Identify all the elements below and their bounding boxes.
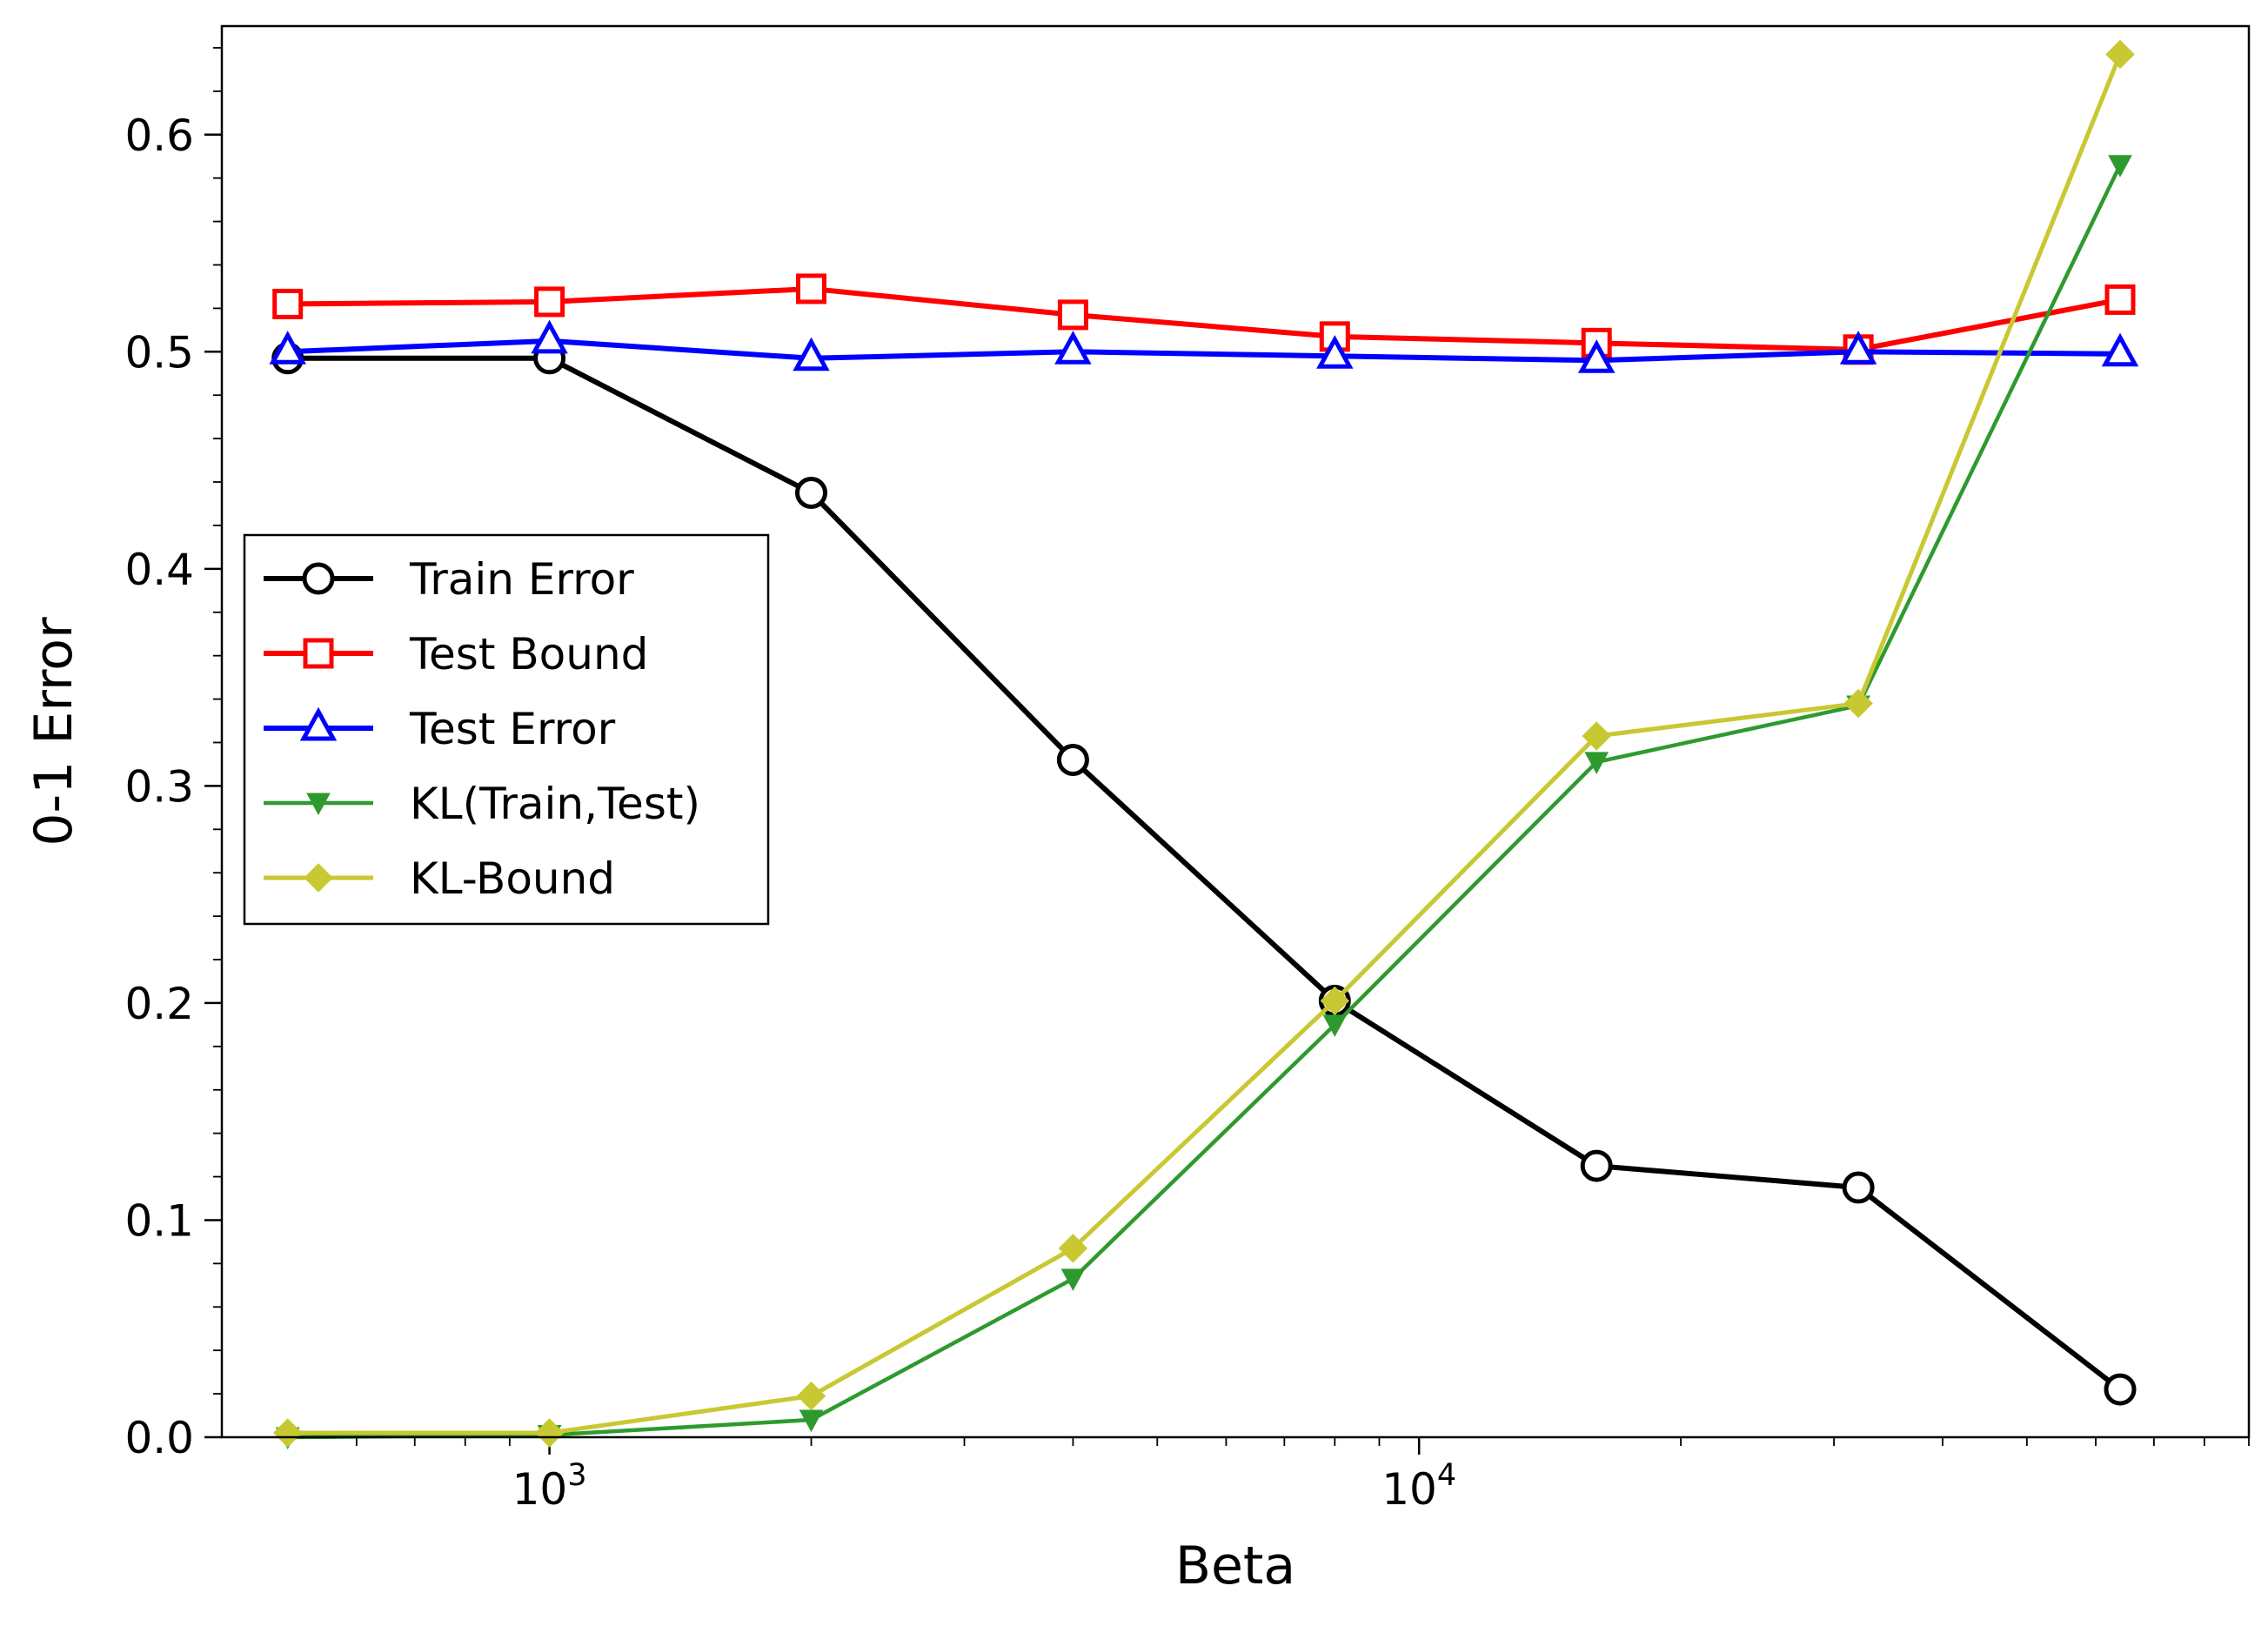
data-point (1577, 339, 1616, 373)
data-point (1581, 327, 1612, 358)
data-point (534, 286, 565, 318)
ticks-layer: 0.0 0.1 0.2 0.3 0.4 0.5 0.6 103 104 (124, 47, 2250, 1515)
data-point (793, 337, 830, 371)
y-tick-label: 0.0 (124, 1413, 194, 1463)
series-line (287, 338, 2121, 364)
data-point (1320, 986, 1350, 1016)
legend-entry: Test Bound (264, 629, 648, 679)
data-point (1054, 331, 1092, 365)
data-point (796, 1381, 826, 1411)
legend-label: Test Bound (409, 629, 648, 679)
legend-marker (299, 706, 338, 741)
y-tick-label: 0.6 (124, 110, 194, 161)
x-axis-label: Beta (1175, 1536, 1295, 1596)
data-point (1839, 331, 1877, 365)
y-axis-label: 0-1 Error (23, 617, 84, 846)
series-line (287, 53, 2123, 1435)
legend-label: Train Error (409, 554, 634, 605)
data-point (531, 319, 568, 354)
y-tick-label: 0.2 (124, 979, 194, 1029)
y-tick-label: 0.1 (124, 1195, 194, 1246)
series-test-error (269, 319, 2139, 373)
y-tick-label: 0.5 (124, 327, 194, 378)
legend-entry: KL(Train,Test) (264, 779, 700, 829)
data-point (2104, 1373, 2137, 1406)
series-line (287, 285, 2121, 352)
legend-marker (304, 863, 333, 893)
legend-label: Test Error (409, 704, 616, 754)
data-point (1316, 335, 1354, 369)
plot-frame (220, 24, 2251, 1439)
data-point (2104, 284, 2136, 315)
legend-label: KL-Bound (410, 853, 615, 904)
y-tick-label: 0.4 (124, 545, 194, 595)
data-point (1058, 1234, 1088, 1263)
data-point (2108, 155, 2132, 177)
data-point (1843, 688, 1873, 719)
data-point (1582, 721, 1611, 751)
legend-entry: KL-Bound (264, 853, 615, 904)
legend-label: KL(Train,Test) (410, 779, 700, 829)
legend-marker (302, 562, 335, 595)
series-kl-bound (272, 39, 2135, 1448)
legend: Train Error Test Bound Test Error KL(Train,… (243, 533, 770, 926)
data-point (795, 273, 826, 304)
data-point (1057, 299, 1088, 331)
y-tick-label: 0.3 (124, 761, 194, 812)
legend-marker (306, 793, 331, 816)
data-point (1060, 1268, 1086, 1291)
series-line (287, 164, 2123, 1440)
data-point (534, 1418, 565, 1448)
legend-entry: Test Error (264, 704, 616, 754)
data-point (1056, 743, 1089, 776)
data-point (2101, 332, 2139, 367)
data-point (1584, 752, 1609, 774)
data-point (1842, 1171, 1875, 1204)
data-point (1580, 1149, 1613, 1182)
data-point (269, 331, 306, 365)
series-layer (269, 39, 2139, 1450)
series-line (287, 355, 2122, 1392)
x-tick-label: 104 (1382, 1458, 1456, 1515)
legend-marker (303, 638, 334, 669)
data-point (794, 477, 827, 510)
data-point (272, 288, 304, 319)
data-point (2105, 39, 2135, 70)
x-tick-label: 103 (512, 1458, 587, 1515)
legend-entry: Train Error (264, 554, 634, 605)
data-point (272, 1418, 303, 1448)
